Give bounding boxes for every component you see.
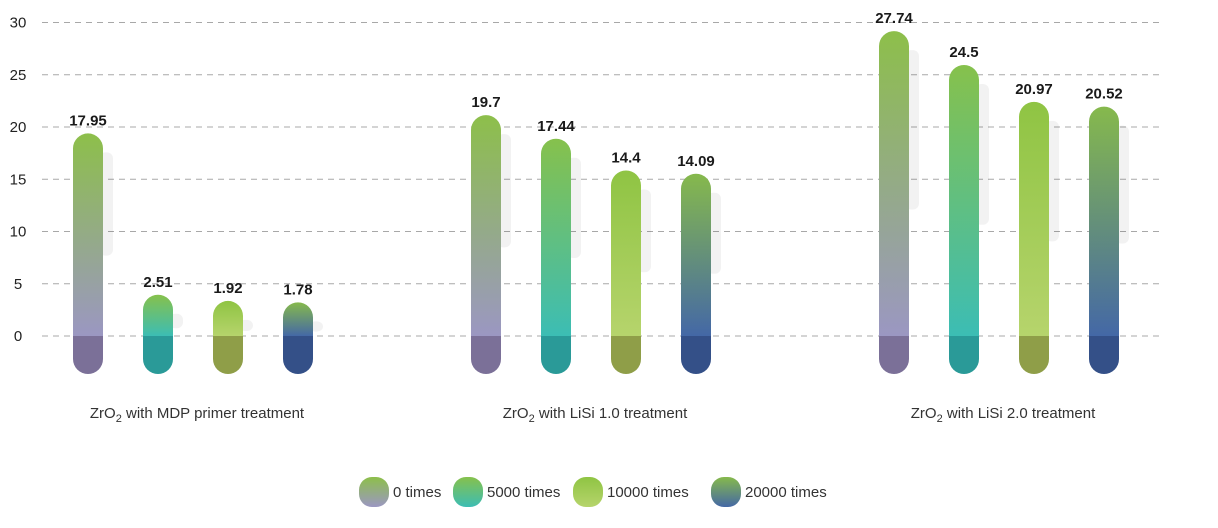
bar — [213, 300, 253, 374]
group-label: ZrO2 with MDP primer treatment — [90, 405, 305, 425]
value-label: 14.09 — [677, 153, 715, 170]
legend-item: 0 times — [359, 477, 441, 507]
bar — [541, 138, 581, 374]
bar — [879, 31, 919, 374]
bar — [681, 173, 721, 374]
legend-swatch — [711, 477, 741, 507]
grid — [42, 22, 1160, 337]
bar — [949, 64, 989, 374]
legend-label: 5000 times — [487, 484, 560, 501]
legend-item: 20000 times — [711, 477, 827, 507]
bar — [73, 133, 113, 374]
bar — [283, 302, 323, 374]
legend-label: 10000 times — [607, 484, 689, 501]
legend-swatch — [453, 477, 483, 507]
y-tick-label: 0 — [14, 328, 22, 345]
legend-swatch — [359, 477, 389, 507]
group-label: ZrO2 with LiSi 2.0 treatment — [911, 405, 1096, 425]
value-label: 27.74 — [875, 10, 913, 27]
y-axis-ticks: 0 5 10 15 20 25 30 — [10, 15, 27, 346]
group-label: ZrO2 with LiSi 1.0 treatment — [503, 405, 688, 425]
bar — [471, 115, 511, 374]
value-label: 14.4 — [611, 150, 641, 167]
y-tick-label: 5 — [14, 276, 22, 293]
y-tick-label: 20 — [10, 119, 27, 136]
value-label: 17.95 — [69, 112, 107, 129]
value-labels: 17.95 2.51 1.92 1.78 19.7 17.44 14.4 14.09 27.74… — [69, 10, 1123, 298]
legend: 0 times 5000 times 10000 times 20000 times — [359, 477, 827, 507]
value-label: 17.44 — [537, 118, 575, 135]
legend-item: 5000 times — [453, 477, 560, 507]
value-label: 19.7 — [471, 94, 500, 111]
legend-label: 0 times — [393, 484, 441, 501]
legend-swatch — [573, 477, 603, 507]
y-tick-label: 15 — [10, 171, 27, 188]
legend-item: 10000 times — [573, 477, 689, 507]
value-label: 1.92 — [213, 280, 242, 297]
value-label: 20.97 — [1015, 81, 1053, 98]
y-tick-label: 10 — [10, 224, 27, 241]
group-labels: ZrO2 with MDP primer treatment ZrO2 with … — [90, 405, 1096, 425]
bar — [1089, 106, 1129, 374]
bar — [143, 294, 183, 374]
value-label: 20.52 — [1085, 86, 1123, 103]
value-label: 24.5 — [949, 44, 978, 61]
bar — [1019, 101, 1059, 374]
y-tick-label: 25 — [10, 67, 27, 84]
y-tick-label: 30 — [10, 15, 27, 32]
bars — [73, 31, 1129, 374]
legend-label: 20000 times — [745, 484, 827, 501]
bar — [611, 170, 651, 374]
value-label: 1.78 — [283, 281, 312, 298]
value-label: 2.51 — [143, 274, 172, 291]
